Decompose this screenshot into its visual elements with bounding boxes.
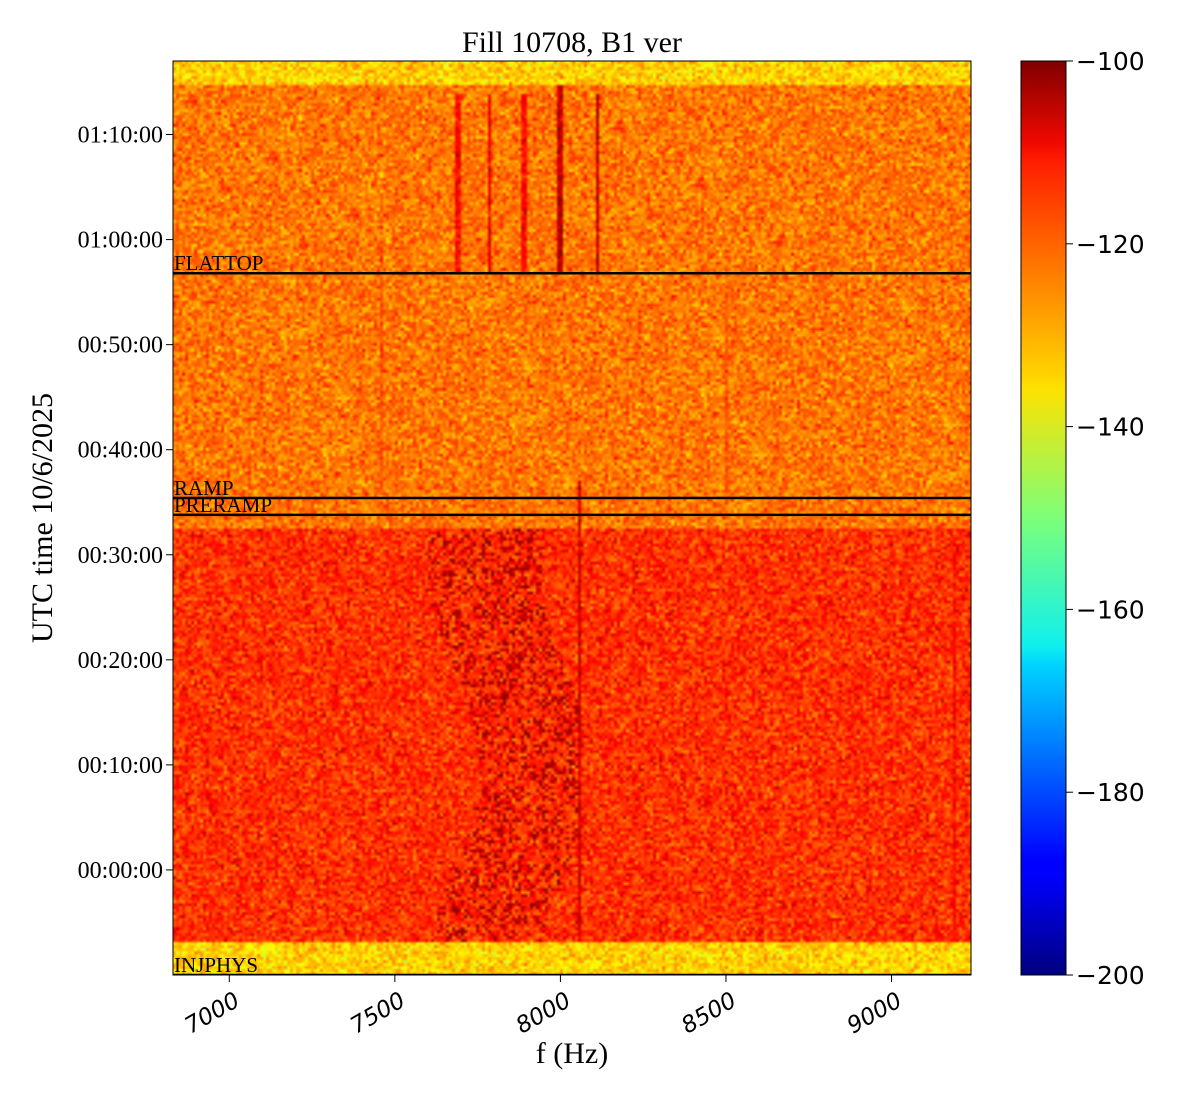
colorbar bbox=[1020, 60, 1067, 976]
y-tick-label: 00:20:00 bbox=[78, 648, 163, 674]
marker-label-ramp: RAMP bbox=[174, 476, 234, 500]
y-tick-label: 01:10:00 bbox=[78, 123, 163, 149]
y-tick-label: 01:00:00 bbox=[78, 228, 163, 254]
marker-label-injphys: INJPHYS bbox=[174, 953, 258, 977]
spectrogram-heatmap bbox=[173, 61, 971, 975]
y-tick-label: 00:50:00 bbox=[78, 333, 163, 359]
y-tick-label: 00:10:00 bbox=[78, 753, 163, 779]
colorbar-tick-label: −200 bbox=[1076, 961, 1145, 990]
y-axis-ticks: 00:00:00 00:10:00 00:20:00 00:30:00 00:40:00… bbox=[78, 123, 173, 884]
x-axis-label: f (Hz) bbox=[536, 1037, 608, 1070]
x-tick-label: 8000 bbox=[512, 988, 576, 1040]
colorbar-tick-label: −180 bbox=[1076, 778, 1145, 807]
colorbar-tick-label: −140 bbox=[1076, 413, 1145, 442]
y-tick-label: 00:30:00 bbox=[78, 543, 163, 569]
y-axis-label: UTC time 10/6/2025 bbox=[26, 393, 59, 643]
x-tick-label: 7000 bbox=[181, 988, 245, 1040]
colorbar-tick-label: −120 bbox=[1076, 230, 1145, 259]
x-tick-label: 7500 bbox=[346, 988, 410, 1040]
plot-frame bbox=[172, 60, 972, 976]
x-axis-ticks: 7000 7500 8000 8500 9000 bbox=[181, 975, 907, 1039]
colorbar-ticks: −100 −120 −140 −160 −180 −200 bbox=[1066, 47, 1145, 990]
phase-marker-lines bbox=[173, 271, 971, 975]
colorbar-tick-label: −160 bbox=[1076, 595, 1145, 624]
x-tick-label: 8500 bbox=[677, 988, 741, 1040]
y-tick-label: 00:40:00 bbox=[78, 438, 163, 464]
marker-label-preramp: PRERAMP bbox=[174, 493, 272, 517]
x-tick-label: 9000 bbox=[843, 988, 907, 1040]
chart-title: Fill 10708, B1 ver bbox=[462, 26, 682, 59]
marker-label-flattop: FLATTOP bbox=[174, 251, 263, 275]
y-tick-label: 00:00:00 bbox=[78, 858, 163, 884]
colorbar-tick-label: −100 bbox=[1076, 47, 1145, 76]
plot-area bbox=[173, 61, 971, 975]
